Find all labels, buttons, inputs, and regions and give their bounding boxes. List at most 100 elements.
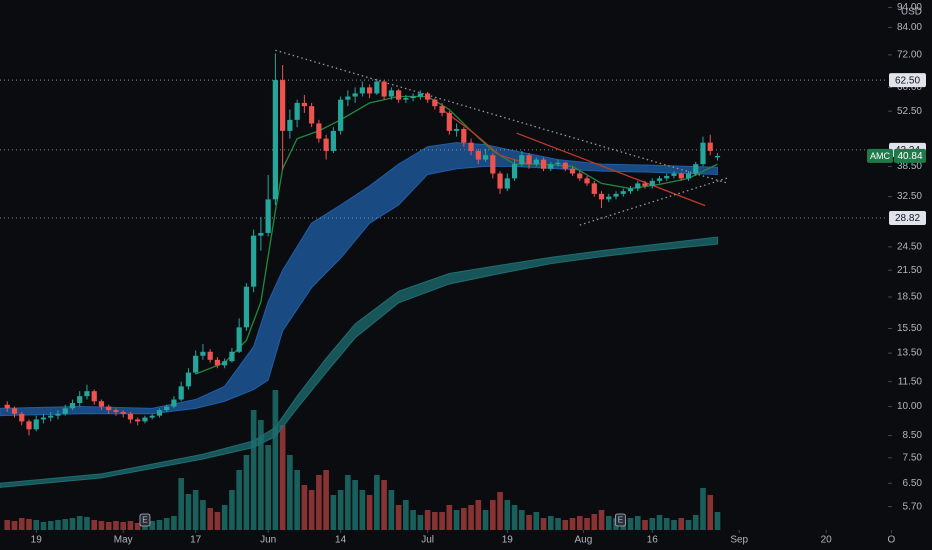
candle-body [222, 361, 228, 366]
volume-bar [656, 515, 663, 530]
volume-bar [76, 516, 83, 530]
volume-bar [381, 480, 387, 530]
candle-body [359, 87, 365, 94]
y-tick-label: 18.50 [897, 292, 922, 303]
volume-bar [26, 519, 32, 530]
volume-bar [272, 390, 279, 530]
volume-bar [497, 492, 503, 530]
candle-body [490, 155, 496, 174]
candle-body [562, 162, 568, 169]
candle-body [424, 93, 431, 100]
volume-bar [62, 519, 69, 530]
volume-bar [692, 515, 699, 530]
volume-bar [627, 518, 634, 530]
candle-body [171, 399, 177, 407]
last-price-box [894, 148, 926, 163]
volume-bar [533, 512, 540, 530]
volume-bar [330, 495, 337, 530]
x-tick-label: 20 [821, 535, 833, 546]
volume-bar [540, 518, 547, 530]
y-tick-label: 7.50 [903, 452, 923, 463]
candle-body [497, 173, 503, 189]
volume-bar [243, 455, 250, 530]
volume-bar [671, 520, 677, 530]
y-tick-label: 24.50 [897, 242, 922, 253]
candle-body [555, 162, 561, 165]
y-tick-label: 52.50 [897, 106, 922, 117]
volume-bar [185, 494, 192, 530]
candle-body [345, 96, 351, 100]
volume-bar [352, 480, 358, 530]
candle-body [461, 129, 467, 143]
volume-bar [18, 518, 25, 530]
candle-body [287, 119, 293, 131]
volume-bar [453, 510, 460, 530]
level-label: 28.82 [895, 213, 920, 224]
candle-body [91, 391, 97, 402]
volume-bar [395, 505, 402, 530]
candle-body [280, 80, 286, 131]
candle-body [214, 359, 221, 366]
volume-bar [642, 520, 648, 530]
candle-body [504, 178, 510, 189]
x-tick-label: May [114, 535, 133, 546]
candle-body [26, 421, 32, 430]
volume-bar [113, 521, 119, 530]
candle-body [374, 81, 380, 94]
x-tick-label: Jun [260, 535, 276, 546]
symbol-label: AMC [870, 151, 891, 161]
candle-body [193, 355, 199, 373]
candle-body [417, 93, 423, 97]
volume-bar [345, 475, 351, 530]
ma-band [0, 236, 718, 488]
volume-bar [605, 516, 612, 530]
volume-bar [301, 485, 308, 530]
volume-bar [265, 445, 271, 530]
volume-bar [707, 495, 714, 530]
volume-bar [33, 520, 40, 530]
volume-bar [555, 518, 561, 530]
volume-bar [403, 500, 409, 530]
volume-bar [120, 522, 127, 530]
volume-bar [417, 515, 424, 530]
candle-body [106, 406, 112, 411]
symbol-box [867, 148, 893, 163]
x-tick-label: 17 [190, 535, 202, 546]
candle-body [591, 183, 597, 194]
candle-body [649, 180, 655, 186]
earnings-icon [614, 513, 626, 527]
candle-body [265, 199, 271, 233]
volume-bar [221, 505, 228, 530]
y-tick-label: 72.00 [897, 50, 922, 61]
candle-body [453, 129, 460, 131]
candle-body [338, 99, 344, 131]
candle-body [200, 351, 206, 356]
volume-bar [69, 518, 76, 530]
level-label-box [889, 73, 926, 88]
candle-body [142, 417, 148, 422]
volume-bar [200, 500, 206, 530]
candle-body [207, 351, 213, 360]
candle-body [113, 410, 119, 412]
candle-body [316, 123, 322, 139]
volume-bar [598, 510, 605, 530]
volume-bar [11, 521, 18, 530]
volume-bar [388, 490, 395, 530]
volume-bar [410, 510, 416, 530]
x-tick-label: 16 [647, 535, 659, 546]
candle-body [294, 102, 300, 120]
candle-body [352, 93, 358, 97]
y-tick-label: 5.70 [903, 501, 923, 512]
x-tick-label: O [888, 535, 896, 546]
candle-body [511, 164, 518, 179]
candle-body [656, 178, 663, 181]
level-label: 62.50 [895, 75, 920, 86]
y-tick-label: 6.50 [903, 478, 923, 489]
y-tick-label: 8.50 [903, 430, 923, 441]
volume-bar [134, 523, 141, 530]
candle-body [243, 286, 250, 328]
candle-body [446, 112, 452, 131]
volume-bar [569, 518, 576, 530]
volume-bar [4, 520, 11, 530]
